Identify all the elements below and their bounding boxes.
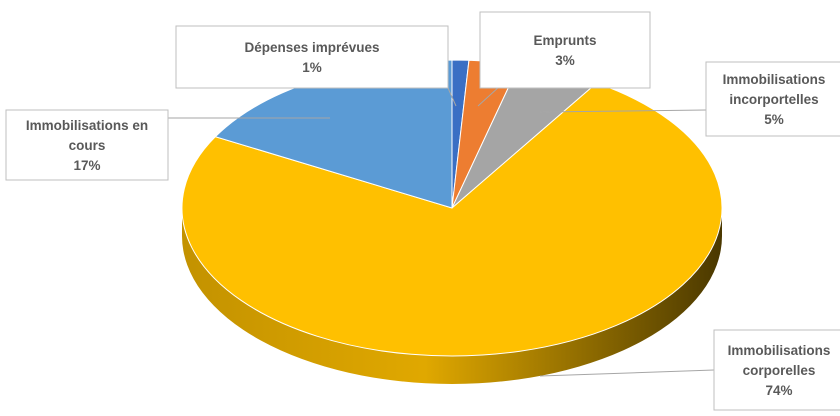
data-label-name-5: Immobilisations en (26, 118, 148, 133)
data-label-box-3 (705, 61, 840, 137)
data-label-value-1: 1% (302, 60, 322, 75)
leader-line-3 (539, 109, 707, 113)
pie-layer (181, 59, 723, 384)
leader-line-2 (477, 85, 501, 107)
pie-side-wall (182, 208, 722, 384)
data-label-name-5: cours (69, 138, 106, 153)
data-label-name-4: corporelles (743, 363, 816, 378)
data-label-value-5: 17% (73, 158, 100, 173)
data-label-value-4: 74% (765, 383, 792, 398)
pie-slice-4 (181, 82, 723, 357)
data-label-value-2: 3% (555, 53, 575, 68)
data-label-name-3: Immobilisations (723, 72, 826, 87)
data-label-box-2 (479, 11, 651, 89)
leader-line-1 (447, 87, 457, 107)
data-label-name-3: incorportelles (729, 92, 818, 107)
data-label-name-1: Dépenses imprévues (244, 40, 379, 55)
data-label-name-4: Immobilisations (728, 343, 831, 358)
data-label-box-5 (5, 109, 169, 181)
data-label-box-4 (713, 329, 840, 411)
data-label-value-3: 5% (764, 112, 784, 127)
data-label-box-1 (175, 25, 449, 89)
label-layer: Dépenses imprévues 1% Emprunts 3% Immobilisa… (5, 11, 840, 411)
data-label-name-2: Emprunts (533, 33, 596, 48)
leader-line-4 (539, 369, 715, 377)
